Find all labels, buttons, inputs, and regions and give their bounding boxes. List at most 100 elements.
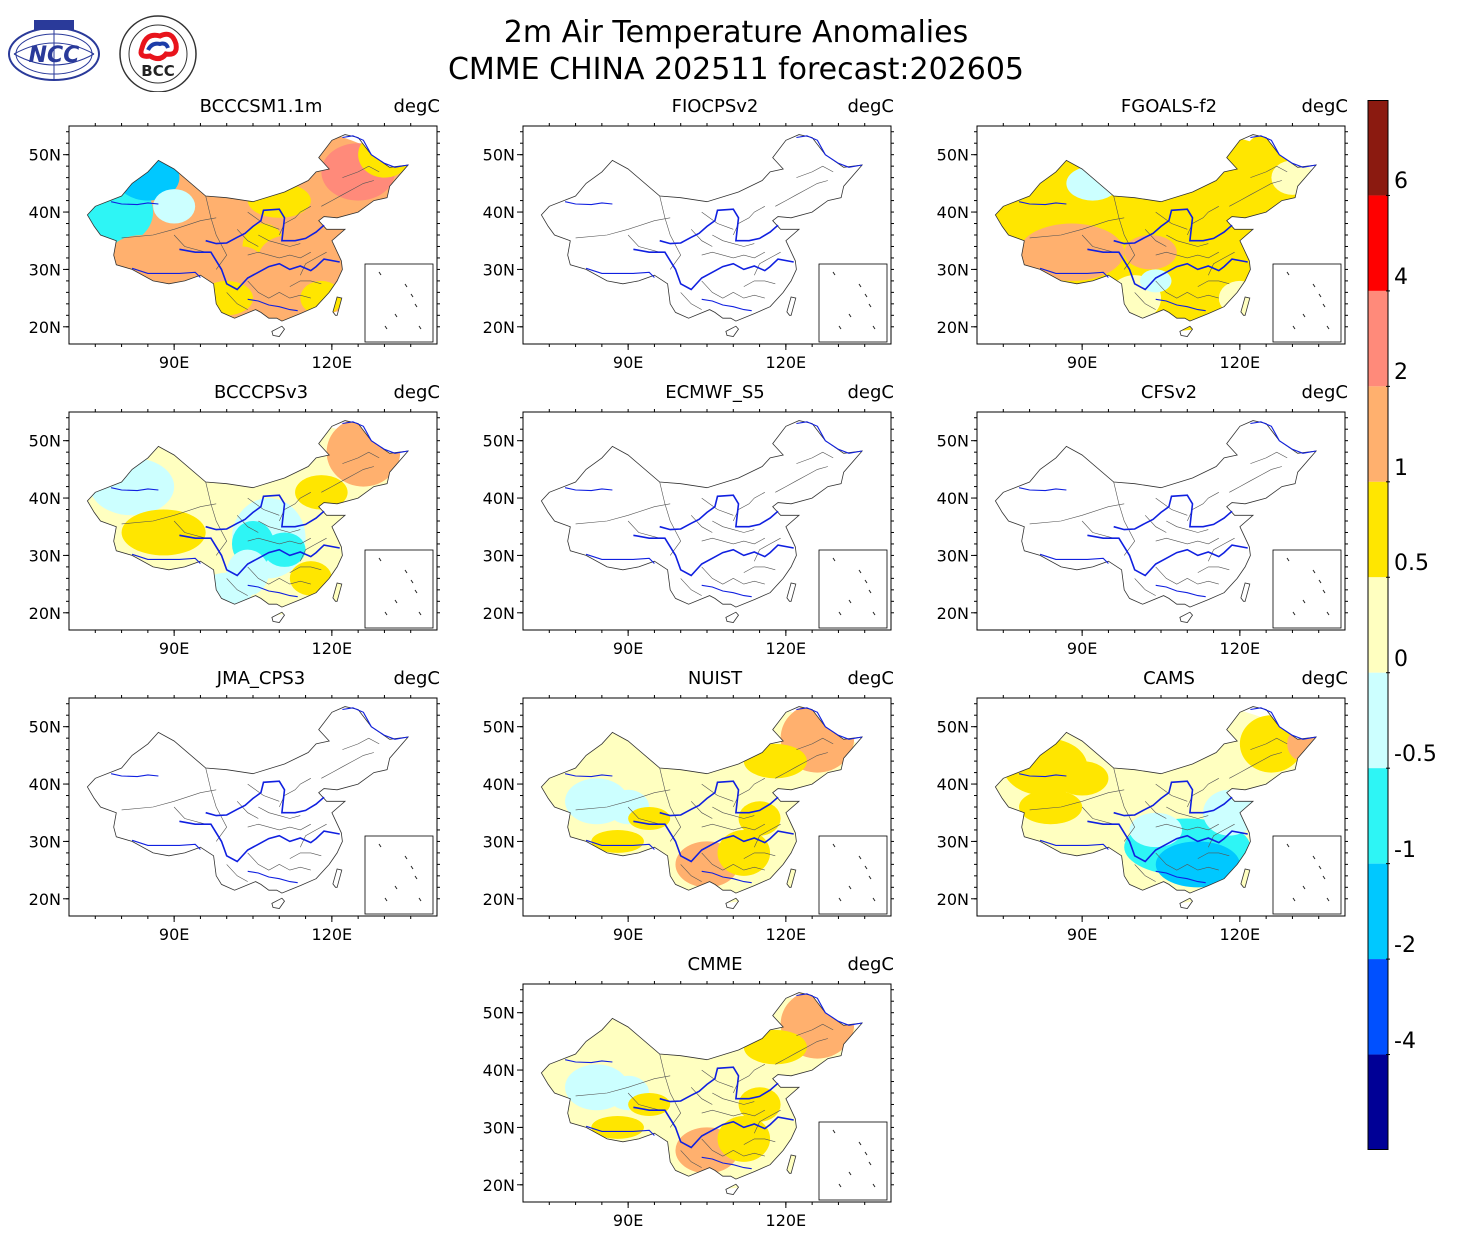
province-border [575, 503, 671, 525]
river [701, 1156, 752, 1170]
river [1155, 298, 1206, 312]
province-border [1144, 515, 1167, 533]
island-mark [378, 557, 382, 562]
island-mark [1326, 897, 1330, 902]
lat-tick-label: 20N [29, 604, 61, 623]
bcc-logo: BCC [119, 15, 197, 92]
anomaly-patch [738, 801, 781, 836]
island-mark [832, 557, 836, 562]
province-border [247, 783, 280, 802]
river [131, 267, 201, 278]
river [131, 553, 201, 564]
lat-tick-label: 20N [29, 318, 61, 337]
province-border [1113, 481, 1136, 556]
province-border [1197, 852, 1230, 859]
anomaly-patch [153, 189, 196, 224]
river [564, 487, 613, 492]
province-border [1029, 503, 1125, 525]
island-mark [1292, 325, 1296, 330]
river [342, 135, 409, 168]
province-border [1134, 292, 1156, 310]
river [796, 707, 863, 740]
river [564, 201, 613, 206]
river [247, 584, 298, 598]
lon-tick-label: 90E [1067, 639, 1097, 658]
province-border [321, 752, 374, 779]
province-border [247, 823, 311, 831]
colorbar-segment [1368, 768, 1388, 864]
province-border [1113, 767, 1136, 842]
river [585, 1125, 655, 1136]
province-border [627, 1092, 660, 1111]
anomaly-patch [1019, 789, 1083, 825]
panel-title: FIOCPSv2 [671, 96, 759, 117]
river [1018, 487, 1067, 492]
colorbar-segment [1368, 672, 1388, 769]
inset-frame [1272, 263, 1342, 343]
island-mark [872, 1183, 876, 1188]
island-mark [858, 283, 862, 288]
river [659, 780, 779, 817]
river [1250, 135, 1317, 168]
province-border [1208, 823, 1235, 848]
province-border [173, 234, 206, 253]
river [796, 135, 863, 168]
lon-tick-label: 90E [613, 925, 643, 944]
province-border [712, 806, 755, 819]
province-border [1155, 566, 1219, 585]
map-plot: 50N 40N 30N 20N 90E 120E [483, 981, 894, 1230]
lon-tick-label: 90E [613, 1211, 643, 1230]
river [110, 487, 159, 492]
river [701, 584, 752, 598]
taiwan-border [786, 868, 797, 888]
country-border [540, 992, 864, 1180]
river [1039, 267, 1109, 278]
province-border [1208, 251, 1235, 276]
province-border [236, 515, 259, 533]
lon-tick-label: 90E [613, 639, 643, 658]
island-mark [1292, 897, 1296, 902]
anomaly-patch [258, 235, 322, 281]
colorbar-label: -1 [1394, 837, 1416, 863]
lon-tick-label: 90E [613, 353, 643, 372]
anomaly-patch [628, 1093, 671, 1116]
panel-title: JMA_CPS3 [216, 668, 306, 689]
province-border [754, 537, 781, 562]
province-border [796, 737, 834, 750]
inset-frame [818, 263, 888, 343]
province-border [1197, 566, 1230, 573]
river [179, 534, 340, 577]
colorbar [1367, 100, 1390, 1150]
country-border [540, 420, 864, 608]
river [1039, 553, 1109, 564]
province-border [701, 823, 765, 831]
province-border [1134, 864, 1156, 882]
lat-tick-label: 20N [483, 890, 515, 909]
island-mark [868, 303, 872, 308]
lat-tick-label: 20N [483, 604, 515, 623]
lon-tick-label: 120E [766, 1211, 807, 1230]
province-border [289, 280, 322, 287]
lat-tick-label: 20N [937, 890, 969, 909]
province-border [775, 1038, 828, 1065]
lat-tick-label: 20N [483, 1176, 515, 1195]
anomaly-patch [1019, 223, 1125, 281]
lon-tick-label: 120E [312, 353, 353, 372]
island-mark [384, 325, 388, 330]
province-border [205, 767, 228, 842]
island-mark [838, 1183, 842, 1188]
lon-tick-label: 120E [1220, 639, 1261, 658]
province-border [1081, 806, 1114, 825]
inset-frame [364, 549, 434, 629]
panel-units: degC [847, 382, 895, 403]
lat-tick-label: 40N [29, 775, 61, 794]
province-border [1113, 195, 1136, 270]
lon-tick-label: 120E [1220, 353, 1261, 372]
colorbar-label: -0.5 [1394, 742, 1437, 768]
river [179, 248, 340, 291]
map-plot: 50N 40N 30N 20N 90E 120E [29, 695, 440, 944]
river [131, 839, 201, 850]
inset-frame [364, 835, 434, 915]
river [796, 421, 863, 454]
colorbar-segment [1368, 1054, 1388, 1150]
